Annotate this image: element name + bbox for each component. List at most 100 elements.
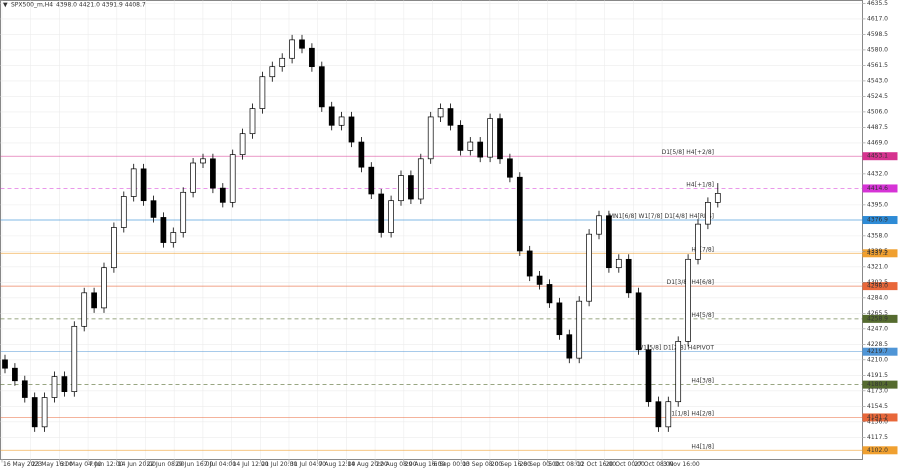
candle-body bbox=[61, 376, 68, 393]
candle-body bbox=[546, 284, 553, 304]
candle-body bbox=[289, 39, 295, 59]
candle-body bbox=[51, 376, 58, 398]
candle-body bbox=[556, 302, 563, 336]
candle-body bbox=[516, 176, 523, 252]
candle-body bbox=[576, 300, 583, 359]
menu-arrow[interactable]: ▼ bbox=[3, 2, 8, 9]
y-tick-label: 4265.5 bbox=[867, 310, 888, 317]
chart-title: SPX500_m,H4 bbox=[11, 2, 53, 9]
candle-body bbox=[309, 47, 315, 68]
level-tag bbox=[862, 282, 898, 291]
candle-body bbox=[695, 223, 701, 260]
candle-body bbox=[388, 200, 394, 233]
candle-body bbox=[447, 108, 454, 126]
x-tick-label: 22 Jun 08:00 bbox=[147, 461, 185, 468]
candle-body bbox=[497, 118, 503, 160]
y-tick-label: 4395.0 bbox=[867, 201, 888, 208]
candle-body bbox=[229, 154, 236, 203]
candle-body bbox=[91, 292, 97, 309]
x-tick-label: 21 Jul 20:00 bbox=[261, 461, 297, 468]
y-tick-label: 4506.0 bbox=[867, 108, 888, 115]
candle-body bbox=[625, 258, 632, 294]
level-label: D1[1/8] H4[2/8] bbox=[667, 410, 714, 417]
y-tick-label: 4339.5 bbox=[867, 248, 888, 255]
candle-body bbox=[526, 250, 533, 277]
candle-body bbox=[71, 325, 78, 393]
level-label: D1[5/8] H4[+2/8] bbox=[662, 149, 714, 156]
y-tick-label: 4210.0 bbox=[867, 356, 888, 363]
candle-body bbox=[536, 275, 543, 285]
candle-body bbox=[487, 118, 493, 158]
candle-body bbox=[338, 116, 345, 126]
level-label: MN1[6/8] W1[7/8] D1[4/8] H4[RES] bbox=[609, 213, 714, 220]
y-tick-label: 4617.0 bbox=[867, 15, 888, 22]
level-label: H4[+1/8] bbox=[686, 181, 714, 188]
x-tick-label: 3 Nov 16:00 bbox=[663, 461, 700, 468]
level-label: H4[7/8] bbox=[691, 246, 714, 253]
candle-body bbox=[249, 108, 256, 135]
candle-body bbox=[269, 66, 276, 78]
candle-body bbox=[210, 158, 216, 189]
candle-body bbox=[714, 193, 721, 203]
x-tick-label: 12 Oct 16:00 bbox=[577, 461, 616, 468]
candle-body bbox=[219, 187, 226, 203]
level-tag-label: 4141.2 bbox=[867, 414, 888, 421]
x-tick-label: 5 Oct 08:00 bbox=[548, 461, 583, 468]
x-tick-label: 29 Jun 16:00 bbox=[175, 461, 213, 468]
level-tag-label: 4337.2 bbox=[867, 250, 888, 257]
candle-body bbox=[120, 196, 127, 228]
candle-body bbox=[190, 162, 196, 193]
x-tick-label: 6 Sep 00:00 bbox=[434, 461, 470, 468]
header-values: 4398.0 4421.0 4391.9 4408.7 bbox=[56, 2, 146, 9]
level-label: H4[3/8] bbox=[691, 378, 714, 385]
level-tag-label: 4414.6 bbox=[867, 185, 888, 192]
y-tick-label: 4358.0 bbox=[867, 232, 888, 239]
level-tag-label: 4453.1 bbox=[867, 153, 888, 160]
candle-body bbox=[81, 292, 88, 327]
candle-body bbox=[150, 200, 157, 218]
candle-body bbox=[279, 57, 286, 68]
candle-body bbox=[299, 39, 305, 49]
level-tag bbox=[862, 249, 898, 258]
level-tag bbox=[862, 446, 898, 455]
y-tick-label: 4191.5 bbox=[867, 372, 888, 379]
level-tag bbox=[862, 152, 898, 161]
candle-body bbox=[140, 168, 147, 202]
candle-body bbox=[398, 175, 404, 202]
candle-body bbox=[160, 217, 167, 243]
candle-body bbox=[41, 397, 48, 428]
candle-body bbox=[477, 141, 484, 158]
x-tick-label: 20 Sep 16:00 bbox=[491, 461, 531, 468]
candle-body bbox=[457, 124, 464, 151]
x-tick-label: 7 Aug 12:00 bbox=[319, 461, 356, 468]
candle-body bbox=[417, 158, 424, 200]
candle-body bbox=[200, 158, 206, 164]
y-tick-label: 4598.5 bbox=[867, 31, 888, 38]
level-tag-label: 4102.0 bbox=[867, 447, 888, 454]
y-tick-label: 4580.0 bbox=[867, 46, 888, 53]
y-tick-label: 4635.5 bbox=[867, 0, 888, 7]
candle-body bbox=[665, 401, 672, 428]
level-tag-label: 4219.7 bbox=[867, 348, 888, 355]
candle-body bbox=[507, 158, 513, 178]
candle-body bbox=[170, 232, 177, 243]
y-tick-label: 4321.0 bbox=[867, 263, 888, 270]
y-tick-label: 4173.0 bbox=[867, 387, 888, 394]
y-tick-label: 4432.0 bbox=[867, 170, 888, 177]
y-tick-label: 4154.5 bbox=[867, 403, 888, 410]
y-tick-label: 4524.5 bbox=[867, 93, 888, 100]
level-tag bbox=[862, 347, 898, 356]
x-tick-label: 28 Sep 00:00 bbox=[520, 461, 560, 468]
x-tick-label: 16 May 2023 bbox=[3, 461, 42, 468]
x-tick-label: 27 Oct 08:00 bbox=[634, 461, 673, 468]
candle-body bbox=[180, 191, 187, 233]
x-tick-label: 14 Jul 12:00 bbox=[233, 461, 269, 468]
candle-body bbox=[2, 359, 8, 369]
level-tag bbox=[862, 216, 898, 225]
candle-body bbox=[31, 397, 38, 428]
candle-body bbox=[705, 202, 711, 225]
y-tick-label: 4487.5 bbox=[867, 124, 888, 131]
level-tag-label: 4180.4 bbox=[867, 381, 888, 388]
candle-body bbox=[586, 233, 592, 302]
